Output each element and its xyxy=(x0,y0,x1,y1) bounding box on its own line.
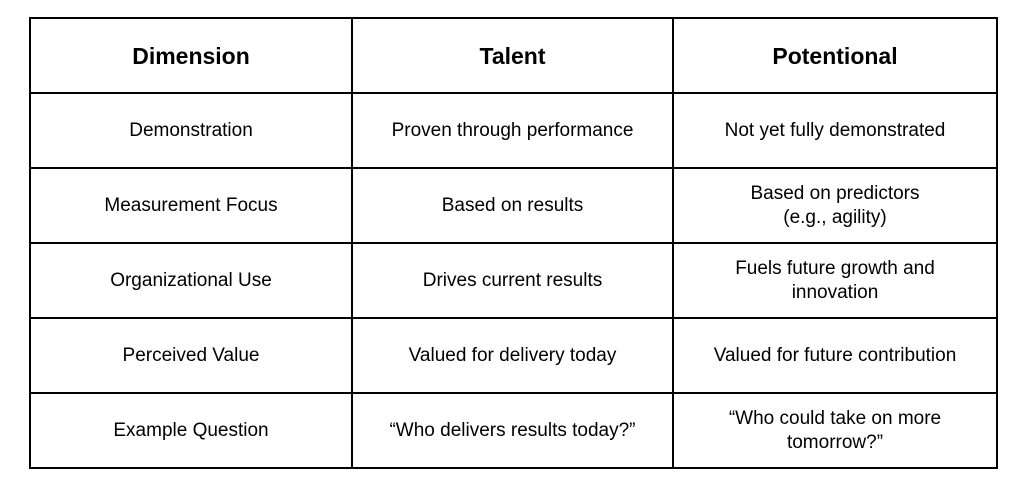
cell-potential: Valued for future contribution xyxy=(672,317,998,394)
cell-text: Based on results xyxy=(441,194,584,216)
cell-talent: “Who delivers results today?” xyxy=(351,392,674,469)
table-row: Demonstration Proven through performance N… xyxy=(29,92,998,169)
cell-text: Measurement Focus xyxy=(104,194,278,216)
cell-dimension: Demonstration xyxy=(29,92,353,169)
header-dimension: Dimension xyxy=(29,17,353,94)
cell-text: “Who delivers results today?” xyxy=(389,419,636,441)
cell-text: innovation xyxy=(791,281,879,303)
cell-text: Demonstration xyxy=(129,119,253,141)
table-row: Perceived Value Valued for delivery today… xyxy=(29,317,998,394)
cell-dimension: Organizational Use xyxy=(29,242,353,319)
cell-text: Not yet fully demonstrated xyxy=(724,119,946,141)
table-row: Measurement Focus Based on results Based o… xyxy=(29,167,998,244)
cell-talent: Proven through performance xyxy=(351,92,674,169)
cell-text: Based on predictors xyxy=(750,182,920,204)
cell-talent: Valued for delivery today xyxy=(351,317,674,394)
cell-dimension: Perceived Value xyxy=(29,317,353,394)
cell-talent: Drives current results xyxy=(351,242,674,319)
cell-text: Example Question xyxy=(113,419,269,441)
cell-text: Fuels future growth and xyxy=(735,257,935,279)
cell-text: “Who could take on more xyxy=(728,407,942,429)
talent-vs-potential-table: Dimension Talent Potentional Demonstrati… xyxy=(29,17,998,469)
cell-text: Proven through performance xyxy=(391,119,634,141)
cell-text: Valued for future contribution xyxy=(713,344,957,366)
cell-text: Drives current results xyxy=(422,269,603,291)
cell-potential: Based on predictors (e.g., agility) xyxy=(672,167,998,244)
header-potential: Potentional xyxy=(672,17,998,94)
table-row: Example Question “Who delivers results to… xyxy=(29,392,998,469)
cell-text: Valued for delivery today xyxy=(408,344,617,366)
cell-potential: Fuels future growth and innovation xyxy=(672,242,998,319)
header-talent: Talent xyxy=(351,17,674,94)
table-row: Organizational Use Drives current results… xyxy=(29,242,998,319)
cell-talent: Based on results xyxy=(351,167,674,244)
cell-dimension: Measurement Focus xyxy=(29,167,353,244)
cell-dimension: Example Question xyxy=(29,392,353,469)
cell-text: Organizational Use xyxy=(110,269,272,291)
header-row: Dimension Talent Potentional xyxy=(29,17,998,94)
cell-text: (e.g., agility) xyxy=(783,206,887,228)
cell-text: Perceived Value xyxy=(122,344,260,366)
cell-potential: Not yet fully demonstrated xyxy=(672,92,998,169)
cell-text: tomorrow?” xyxy=(786,431,884,453)
cell-potential: “Who could take on more tomorrow?” xyxy=(672,392,998,469)
